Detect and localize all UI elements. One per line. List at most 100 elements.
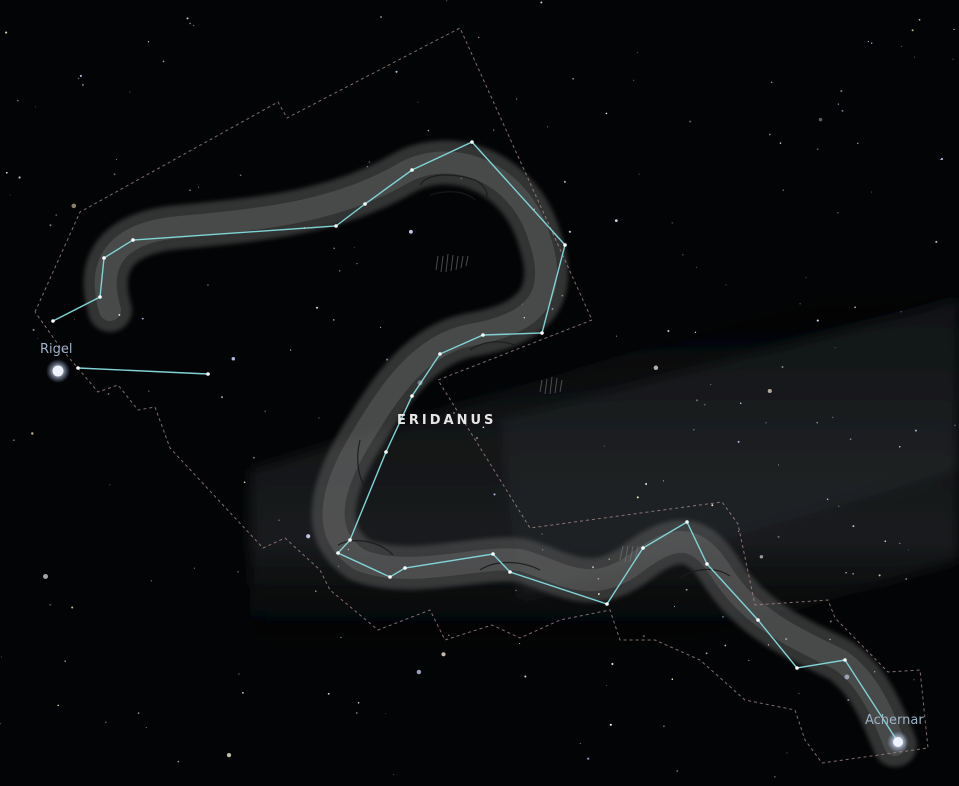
background-star (290, 349, 292, 351)
constellation-star[interactable] (51, 319, 55, 323)
constellation-star[interactable] (403, 566, 407, 570)
constellation-star[interactable] (508, 570, 512, 574)
constellation-star[interactable] (98, 295, 102, 299)
star-achernar[interactable] (887, 731, 909, 753)
background-star (587, 757, 590, 760)
background-star (662, 725, 665, 728)
background-star (778, 464, 780, 466)
background-star (829, 620, 832, 623)
background-star (368, 161, 371, 163)
star-label-rigel[interactable]: Rigel (40, 342, 73, 357)
constellation-star[interactable] (336, 551, 340, 555)
constellation-star[interactable] (756, 618, 760, 622)
background-star (608, 558, 610, 560)
constellation-star[interactable] (605, 602, 609, 606)
constellation-label[interactable]: ERIDANUS (397, 413, 497, 428)
background-star (278, 519, 280, 521)
background-star (636, 496, 639, 499)
background-star (611, 662, 614, 666)
background-star (16, 99, 19, 102)
background-star (816, 319, 819, 322)
background-star (633, 79, 635, 81)
background-star (935, 240, 938, 243)
background-star (35, 106, 36, 108)
background-star (74, 319, 75, 321)
background-star (43, 574, 48, 579)
background-star (591, 566, 595, 569)
background-star (685, 588, 688, 591)
background-star (878, 574, 881, 577)
constellation-star[interactable] (410, 168, 414, 172)
background-star (799, 303, 801, 305)
background-star (770, 81, 773, 84)
background-star (954, 424, 956, 427)
background-star (653, 365, 659, 371)
constellation-star[interactable] (685, 520, 689, 524)
star-rigel[interactable] (46, 359, 70, 383)
constellation-star[interactable] (438, 352, 442, 356)
background-star (748, 659, 750, 662)
background-star (340, 636, 342, 638)
star-label-achernar[interactable]: Achernar (865, 713, 924, 728)
background-star (64, 660, 67, 663)
constellation-star[interactable] (384, 450, 388, 454)
constellation-star[interactable] (102, 256, 106, 260)
background-star (460, 177, 462, 179)
constellation-star[interactable] (388, 575, 392, 579)
background-star (551, 307, 554, 310)
constellation-star[interactable] (470, 140, 474, 144)
constellation-star[interactable] (563, 243, 567, 247)
background-star (636, 52, 638, 53)
background-star (408, 229, 413, 234)
background-star (694, 331, 697, 333)
background-star (841, 109, 844, 112)
background-star (671, 222, 673, 224)
background-star (238, 673, 240, 675)
background-star (852, 573, 854, 575)
background-star (115, 158, 118, 161)
background-star (898, 445, 901, 448)
constellation-star[interactable] (843, 658, 847, 662)
background-star (417, 101, 419, 103)
background-star (385, 713, 387, 715)
background-star (703, 403, 706, 406)
background-star (785, 638, 788, 641)
background-star (737, 440, 740, 443)
constellation-star[interactable] (491, 552, 495, 556)
constellation-star[interactable] (363, 202, 367, 206)
background-star (237, 571, 239, 573)
background-star (693, 428, 695, 431)
background-star (417, 380, 423, 386)
background-star (57, 704, 59, 707)
background-star (193, 567, 195, 569)
background-star (113, 173, 116, 176)
background-star (696, 266, 698, 268)
constellation-star[interactable] (481, 333, 485, 337)
constellation-star[interactable] (206, 372, 210, 376)
constellation-star[interactable] (540, 331, 544, 335)
constellation-boundary (34, 27, 929, 764)
constellation-star[interactable] (334, 224, 338, 228)
constellation-star[interactable] (410, 394, 414, 398)
constellation-star[interactable] (641, 546, 645, 550)
background-star (192, 24, 195, 27)
constellation-star[interactable] (348, 538, 352, 542)
background-star (523, 317, 525, 319)
background-star (395, 70, 398, 73)
background-star (829, 638, 831, 641)
constellation-star[interactable] (795, 666, 799, 670)
background-star (816, 148, 819, 150)
background-star (831, 416, 834, 419)
background-star (453, 412, 455, 414)
constellation-star[interactable] (131, 238, 135, 242)
background-star (522, 303, 523, 305)
constellation-star[interactable] (76, 366, 80, 370)
background-star (816, 422, 818, 424)
milky-way-band (250, 250, 959, 780)
constellation-star[interactable] (705, 562, 709, 566)
background-star (318, 417, 320, 419)
background-star (55, 214, 57, 216)
background-star (952, 58, 954, 60)
background-star (380, 326, 382, 328)
